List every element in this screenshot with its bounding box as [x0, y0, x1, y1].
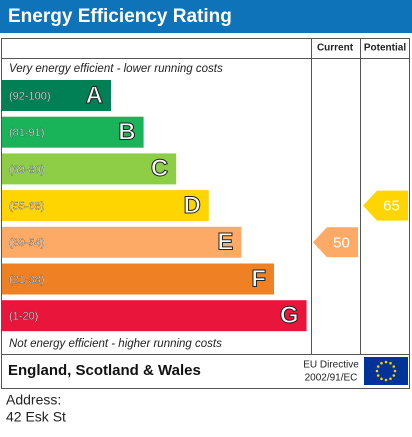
header-bar	[0, 0, 412, 33]
band-range: (21-38)	[9, 274, 44, 286]
flag-star	[389, 361, 392, 365]
address: 42 Esk St	[6, 409, 66, 425]
band	[2, 80, 111, 111]
rating-arrow	[363, 190, 408, 221]
band-letter: G	[280, 302, 299, 329]
top-note: Very energy efficient - lower running co…	[9, 63, 223, 75]
flag-star	[384, 360, 388, 364]
band-letter: D	[183, 192, 200, 219]
rating-value: 50	[333, 234, 350, 251]
band-range: (81-91)	[9, 127, 44, 139]
flag-star	[389, 377, 392, 381]
directive: EU Directive	[303, 360, 359, 371]
band	[2, 190, 209, 222]
flag-star	[384, 378, 388, 382]
address-label: Address:	[6, 392, 61, 408]
directive: 2002/91/EC	[305, 373, 358, 384]
band	[2, 263, 274, 295]
flag-star	[392, 374, 396, 377]
chart-title: Energy Efficiency Rating	[8, 6, 232, 27]
band-letter: B	[118, 119, 135, 146]
band	[2, 116, 144, 148]
band-letter: F	[251, 265, 266, 292]
rating-arrow	[313, 227, 358, 258]
region: England, Scotland & Wales	[8, 362, 201, 379]
band-letter: A	[86, 82, 103, 109]
band-letter: E	[217, 229, 233, 256]
rating-value: 65	[383, 198, 400, 215]
band-letter: C	[151, 155, 168, 182]
column-header: Current	[317, 43, 354, 54]
flag-star	[392, 365, 396, 368]
flag-star	[376, 374, 380, 377]
band-range: (39-54)	[9, 237, 44, 249]
band-range: (69-80)	[9, 164, 44, 176]
band	[2, 226, 242, 258]
band-range: (1-20)	[9, 311, 38, 323]
bottom-note: Not energy efficient - higher running co…	[9, 338, 222, 350]
flag-star	[380, 377, 383, 381]
band	[2, 153, 177, 185]
flag-star	[376, 365, 380, 368]
band-range: (55-68)	[9, 201, 44, 213]
band-range: (92-100)	[9, 90, 51, 102]
flag-star	[380, 361, 383, 365]
frame	[1, 38, 410, 389]
flag-star	[393, 369, 397, 373]
column-header: Potential	[364, 43, 406, 54]
flag-star	[375, 369, 379, 373]
band	[2, 300, 307, 332]
